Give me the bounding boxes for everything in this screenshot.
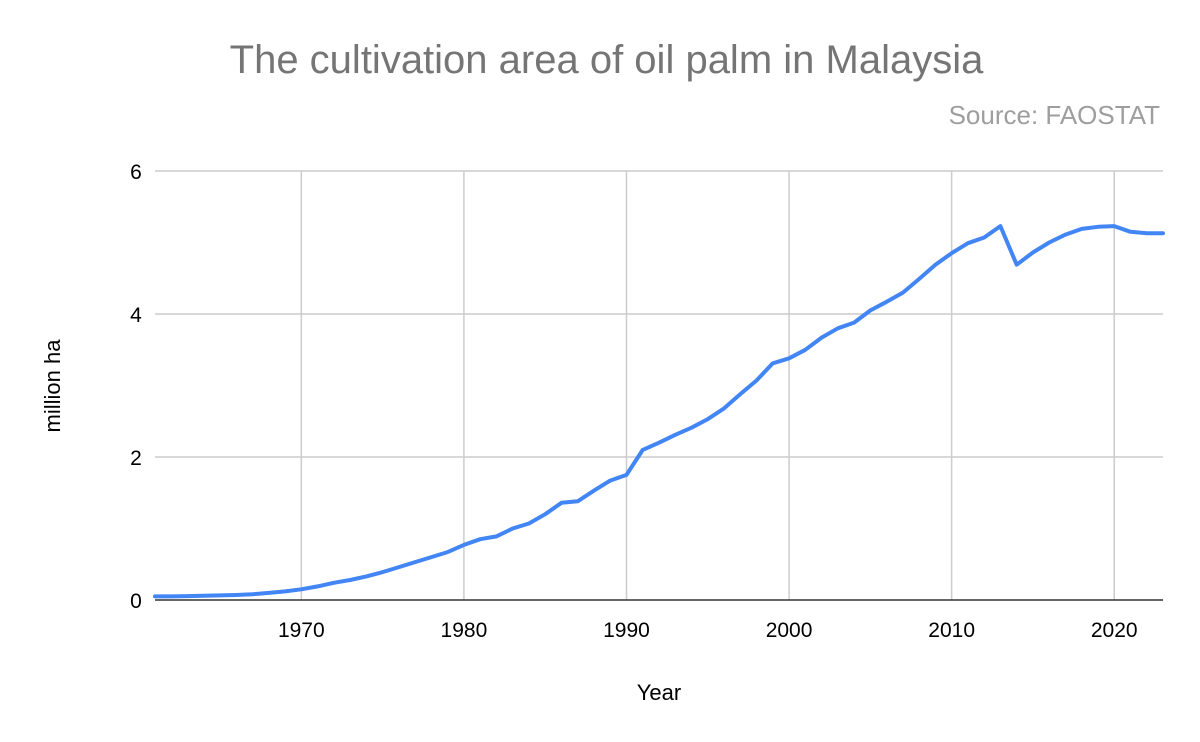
y-tick-label: 0 (130, 590, 142, 613)
x-tick-label: 1980 (441, 619, 488, 642)
x-tick-label: 1970 (278, 619, 325, 642)
vertical-gridlines (300, 171, 1115, 600)
y-axis-title: million ha (40, 339, 65, 433)
plot-area (153, 224, 1165, 601)
y-tick-label: 6 (130, 161, 142, 184)
chart-title: The cultivation area of oil palm in Mala… (229, 38, 984, 82)
x-tick-label: 2010 (928, 619, 975, 642)
chart-subtitle: Source: FAOSTAT (948, 100, 1160, 130)
x-tick-label: 2000 (766, 619, 813, 642)
y-tick-labels: 0 2 4 6 (130, 161, 142, 613)
y-tick-label: 2 (130, 447, 142, 470)
series-line (153, 224, 1165, 599)
x-tick-labels: 1970 1980 1990 2000 2010 2020 (278, 619, 1138, 642)
x-tick-label: 2020 (1091, 619, 1138, 642)
horizontal-gridlines (155, 170, 1163, 458)
x-axis-title: Year (637, 680, 681, 705)
y-tick-label: 4 (130, 304, 142, 327)
x-tick-label: 1990 (603, 619, 650, 642)
